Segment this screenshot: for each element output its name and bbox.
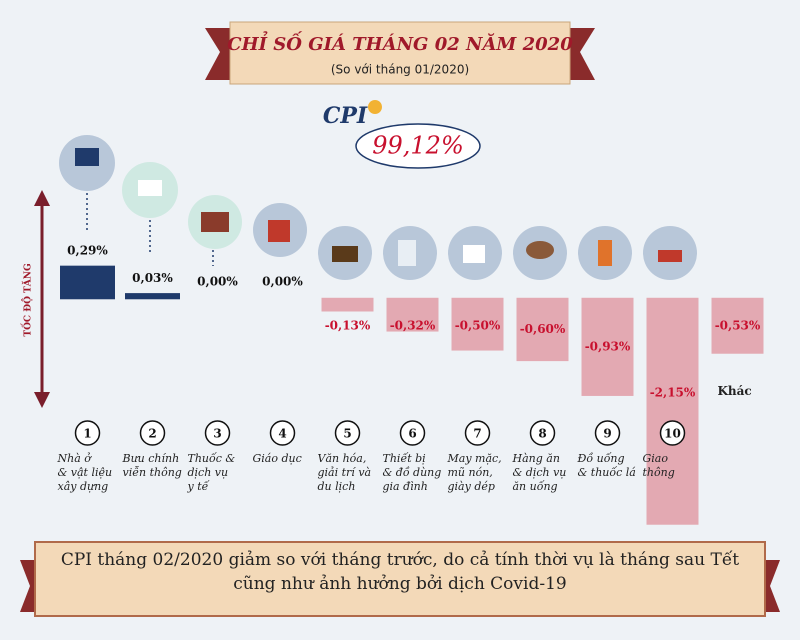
cpi-bubble (355, 123, 481, 169)
envelope (138, 180, 162, 196)
banner (229, 21, 571, 85)
footer-box (34, 541, 766, 617)
number-label: 5 (343, 427, 351, 441)
number-label: 1 (83, 427, 91, 441)
icons (59, 135, 751, 317)
connectors (86, 193, 214, 266)
bar (516, 297, 569, 362)
category-label: Bưu chính viễn thông (122, 452, 182, 479)
category-label: Thuốc & dịch vụ y tế (187, 452, 236, 493)
category-label: Khác (717, 384, 752, 398)
number-circle (334, 420, 361, 446)
value-label: -0,93% (585, 339, 631, 353)
number-circle (659, 420, 686, 446)
cpi-value: 99,12% (372, 132, 464, 160)
value-label: 0,00% (262, 274, 303, 288)
value-label: -2,15% (650, 385, 696, 399)
value-label: -0,32% (390, 318, 436, 332)
bar (386, 297, 439, 332)
category-label: Đồ uống & thuốc lá (577, 452, 636, 479)
value-label: 0,00% (197, 274, 238, 288)
number-label: 8 (538, 427, 546, 441)
category-label: Giao thông (642, 452, 675, 479)
number-circle (269, 420, 296, 446)
bar (60, 265, 115, 300)
fridge (398, 240, 416, 266)
number-label: 9 (603, 427, 611, 441)
category-label: Thiết bị & đồ dùng gia đình (382, 452, 442, 493)
value-label: -0,53% (715, 318, 761, 332)
number-circle (204, 420, 231, 446)
number-circle (399, 420, 426, 446)
bar (711, 297, 764, 354)
bar (581, 297, 634, 396)
footer-text: CPI tháng 02/2020 giảm so với tháng trướ… (60, 550, 740, 594)
number-label: 7 (473, 427, 481, 441)
number-circle (139, 420, 166, 446)
cpi-label: CPI (323, 103, 368, 129)
value-label: -0,50% (455, 318, 501, 332)
category-label: Giáo dục (252, 452, 302, 465)
number-circle (464, 420, 491, 446)
number-label: 6 (408, 427, 416, 441)
bar (125, 293, 180, 300)
medkit (201, 212, 229, 232)
value-label: 0,03% (132, 271, 173, 285)
number-label: 10 (664, 427, 681, 441)
value-label: -0,60% (520, 322, 566, 336)
number-label: 4 (278, 427, 286, 441)
bread (526, 241, 554, 259)
bar (321, 297, 374, 312)
y-axis-label: TỐC ĐỘ TĂNG (21, 263, 34, 336)
category-label: Nhà ở & vật liệu xây dựng (57, 452, 113, 493)
coin-icon (368, 100, 382, 114)
chart-title: CHỈ SỐ GIÁ THÁNG 02 NĂM 2020 (227, 29, 573, 55)
bar (451, 297, 504, 351)
number-circle (74, 420, 101, 446)
number-circle (529, 420, 556, 446)
number-label: 3 (213, 427, 221, 441)
category-label: Văn hóa, giải trí và du lịch (317, 452, 372, 493)
car (658, 250, 682, 262)
number-label: 2 (148, 427, 156, 441)
book (268, 220, 290, 242)
number-circle (594, 420, 621, 446)
chart-subtitle: (So với tháng 01/2020) (331, 63, 469, 77)
category-label: May mặc, mũ nón, giày dép (447, 452, 502, 493)
dress (463, 245, 485, 263)
film (332, 246, 358, 262)
bottle (598, 240, 612, 266)
bar (646, 297, 699, 525)
value-label: 0,29% (67, 244, 108, 258)
category-label: Hàng ăn & dịch vụ ăn uống (512, 452, 567, 493)
value-label: -0,13% (325, 318, 371, 332)
house (75, 148, 99, 166)
